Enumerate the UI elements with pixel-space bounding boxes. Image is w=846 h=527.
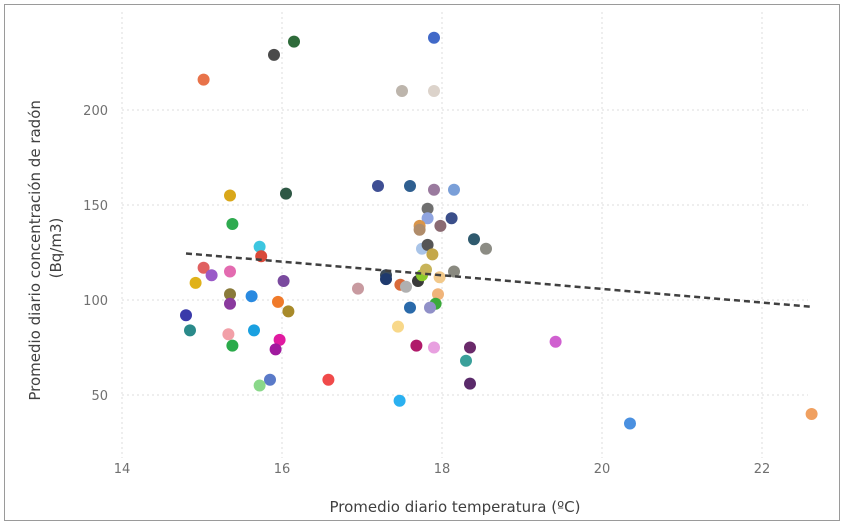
data-point[interactable] <box>352 282 364 295</box>
data-point[interactable] <box>434 219 447 232</box>
data-point[interactable] <box>272 295 284 308</box>
data-point[interactable] <box>189 276 202 289</box>
data-point[interactable] <box>224 288 236 301</box>
data-point[interactable] <box>420 263 432 276</box>
data-point[interactable] <box>400 280 412 293</box>
data-point[interactable] <box>426 248 439 261</box>
data-point[interactable] <box>322 373 335 386</box>
data-point[interactable] <box>432 288 444 301</box>
data-point[interactable] <box>413 223 426 236</box>
data-point[interactable] <box>549 335 562 348</box>
data-point[interactable] <box>222 328 235 341</box>
data-point[interactable] <box>380 273 392 286</box>
data-point[interactable] <box>396 85 408 97</box>
data-point[interactable] <box>226 218 239 230</box>
gridlines <box>121 12 808 458</box>
y-axis-title: Promedio diario concentración de radón (… <box>26 95 65 400</box>
data-point[interactable] <box>205 269 218 282</box>
data-point[interactable] <box>421 202 434 215</box>
data-point[interactable] <box>184 324 196 337</box>
data-point[interactable] <box>277 275 290 287</box>
data-point[interactable] <box>448 183 460 196</box>
data-point[interactable] <box>428 183 440 196</box>
data-point[interactable] <box>273 333 286 346</box>
data-point[interactable] <box>197 73 210 86</box>
data-point[interactable] <box>404 180 416 192</box>
data-point[interactable] <box>224 265 236 278</box>
data-point[interactable] <box>464 341 476 354</box>
data-point[interactable] <box>464 377 476 390</box>
y-tick-label: 50 <box>91 389 108 404</box>
data-point[interactable] <box>468 233 480 246</box>
data-point[interactable] <box>180 309 192 322</box>
data-point[interactable] <box>428 31 440 44</box>
data-point[interactable] <box>421 212 434 225</box>
data-point[interactable] <box>445 212 458 225</box>
data-point[interactable] <box>410 339 423 352</box>
data-point[interactable] <box>624 417 636 430</box>
data-points <box>180 31 818 430</box>
data-point[interactable] <box>197 261 210 274</box>
x-tick-label: 14 <box>114 462 131 477</box>
data-point[interactable] <box>428 341 440 354</box>
data-point[interactable] <box>268 48 280 61</box>
y-tick-label: 200 <box>83 104 108 119</box>
data-point[interactable] <box>392 320 404 333</box>
data-point[interactable] <box>280 187 292 200</box>
data-point[interactable] <box>264 373 276 386</box>
data-point[interactable] <box>404 301 416 314</box>
y-axis-title-line1: Promedio diario concentración de radón <box>26 100 44 401</box>
x-axis-title: Promedio diario temperatura (ºC) <box>329 498 580 516</box>
data-point[interactable] <box>253 379 266 392</box>
y-tick-label: 100 <box>83 294 108 309</box>
x-tick-label: 20 <box>594 462 611 477</box>
data-point[interactable] <box>480 242 492 255</box>
data-point[interactable] <box>421 238 434 251</box>
data-point[interactable] <box>224 297 236 310</box>
data-point[interactable] <box>288 35 300 48</box>
trend-line <box>185 252 811 308</box>
data-point[interactable] <box>226 339 239 352</box>
tick-labels: 14 16 18 20 22 50 100 150 200 <box>83 104 770 477</box>
x-tick-label: 16 <box>274 462 291 477</box>
data-point[interactable] <box>269 343 282 356</box>
y-axis-title-line2: (Bq/m3) <box>47 218 65 279</box>
data-point[interactable] <box>448 265 460 278</box>
data-point[interactable] <box>428 85 440 97</box>
data-point[interactable] <box>393 394 406 407</box>
data-point[interactable] <box>282 305 295 318</box>
data-point[interactable] <box>248 324 260 337</box>
x-tick-label: 18 <box>434 462 451 477</box>
data-point[interactable] <box>805 408 818 420</box>
data-point[interactable] <box>253 240 266 253</box>
data-point[interactable] <box>424 301 436 314</box>
data-point[interactable] <box>460 354 472 367</box>
data-point[interactable] <box>372 180 384 192</box>
data-point[interactable] <box>224 189 236 202</box>
x-tick-label: 22 <box>754 462 771 477</box>
chart-frame <box>4 4 840 521</box>
y-tick-label: 150 <box>83 199 108 214</box>
data-point[interactable] <box>433 271 446 284</box>
data-point[interactable] <box>245 290 258 303</box>
